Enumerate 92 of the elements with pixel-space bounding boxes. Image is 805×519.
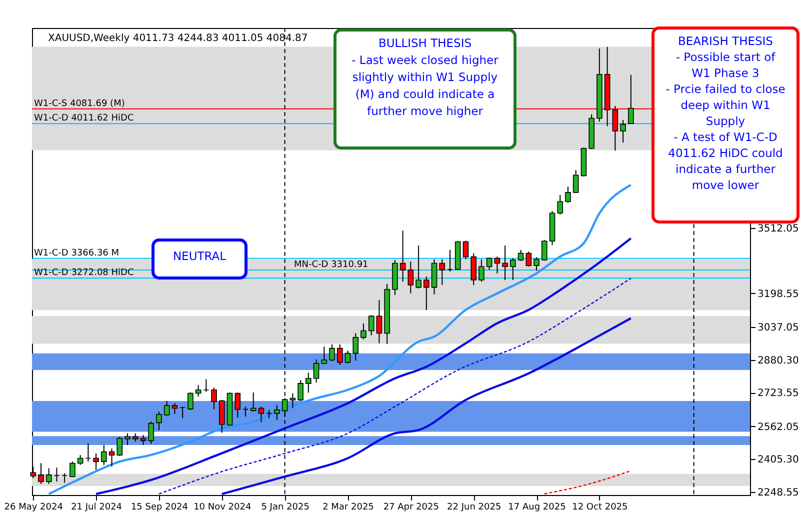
candlestick <box>101 444 107 466</box>
candlestick <box>188 392 194 410</box>
candlestick <box>108 448 115 468</box>
y-tick-label: 2248.55 <box>758 487 799 498</box>
candlestick <box>274 404 280 420</box>
candlestick <box>376 300 382 344</box>
candlestick <box>510 258 516 280</box>
y-tick-label: 2880.30 <box>758 355 799 366</box>
candlestick <box>70 461 76 478</box>
x-tick-label: 12 Oct 2025 <box>572 502 628 512</box>
candlestick <box>180 406 186 419</box>
x-tick-label: 2 Mar 2025 <box>322 502 374 512</box>
candlestick <box>116 436 123 456</box>
candlestick <box>628 74 634 124</box>
y-tick-label: 3512.05 <box>758 223 799 234</box>
candlestick <box>360 322 366 340</box>
candlestick <box>164 400 170 416</box>
candlestick <box>258 406 264 423</box>
candlestick <box>77 454 84 466</box>
text: BEARISH THESIS - Possible start of W1 Phase 3 - Prcie failed to close deep within W1 Supply - A test of W1-C-D 4011.62 HiDC could indicate a further move lower <box>666 34 786 192</box>
candlestick <box>62 472 68 484</box>
candlestick <box>266 409 272 419</box>
candlestick <box>557 194 564 215</box>
candlestick <box>518 249 524 262</box>
candlestick <box>85 442 92 462</box>
candlestick <box>416 245 422 289</box>
candlestick <box>321 346 328 364</box>
candlestick <box>620 119 626 144</box>
candlestick <box>502 245 508 280</box>
candlestick <box>447 249 453 272</box>
y-tick-label: 2723.55 <box>758 388 799 400</box>
candlestick <box>541 240 548 262</box>
candlestick <box>368 314 374 336</box>
ref-line-label: MN-C-D 3310.91 <box>294 260 368 270</box>
candlestick <box>93 452 99 470</box>
x-tick-label: 27 Apr 2025 <box>383 502 439 512</box>
y-tick-label: 2562.05 <box>758 422 799 433</box>
x-tick-label: 15 Sep 2024 <box>130 502 188 512</box>
x-tick-label: 5 Jan 2025 <box>261 502 310 512</box>
candlestick <box>462 240 469 260</box>
candlestick <box>423 276 430 311</box>
candlestick <box>211 387 217 410</box>
y-tick-label: 3037.05 <box>758 322 799 334</box>
candlestick <box>242 406 248 418</box>
candlestick <box>329 344 335 362</box>
annotation: NEUTRAL <box>172 249 227 263</box>
candlestick <box>156 411 162 431</box>
ref-line-label: W1-C-S 4081.69 (M) <box>34 98 125 109</box>
candlestick <box>290 392 296 409</box>
candlestick <box>203 378 210 392</box>
candlestick <box>54 467 60 482</box>
candlestick <box>250 392 256 412</box>
candlestick <box>408 261 414 294</box>
ref-line-label: W1-C-D 3272.08 HiDC <box>34 268 134 278</box>
candlestick <box>140 434 146 446</box>
candlestick <box>526 251 532 268</box>
candlestick <box>478 258 484 282</box>
candlestick <box>439 258 446 286</box>
candlestick <box>172 402 178 414</box>
candlestick <box>46 468 52 484</box>
candlestick <box>344 350 351 364</box>
candlestick <box>234 392 241 418</box>
candlestick <box>124 432 130 446</box>
candlestick <box>400 230 406 282</box>
candlestick <box>534 256 540 272</box>
text: XAUUSD,Weekly 4011.73 4244.83 4011.05 4084.87 <box>48 33 308 44</box>
x-tick-label: 26 May 2024 <box>4 502 64 512</box>
annotation: BULLISH THESIS - Last week closed higher slightly within W1 Supply (M) and could indicate a further move higher <box>352 36 499 118</box>
line-series <box>220 317 632 496</box>
candlestick <box>572 170 579 194</box>
x-tick-label: 17 Aug 2025 <box>508 502 566 512</box>
y-tick-label: 3198.55 <box>758 288 799 300</box>
candlestick <box>38 462 44 484</box>
candlestick <box>306 372 312 394</box>
candlestick <box>336 344 343 366</box>
candlestick <box>565 186 571 204</box>
candlestick <box>494 256 500 274</box>
ref-line-label: W1-C-D 3366.36 M <box>34 248 120 258</box>
y-tick-label: 2405.30 <box>758 454 799 466</box>
ref-line-label: W1-C-D 4011.62 HiDC <box>34 114 134 124</box>
candlestick <box>148 421 154 445</box>
candlestick <box>195 384 202 398</box>
candlestick <box>486 257 492 270</box>
candlestick <box>313 358 320 384</box>
candlestick <box>218 399 225 434</box>
candlestick <box>298 380 304 402</box>
x-tick-label: 22 Jun 2025 <box>447 502 502 512</box>
candlestick <box>470 252 476 286</box>
line-series <box>158 278 632 495</box>
candlestick <box>352 332 359 362</box>
x-tick-label: 10 Nov 2024 <box>194 502 252 512</box>
x-tick-label: 21 Jul 2024 <box>71 502 122 512</box>
